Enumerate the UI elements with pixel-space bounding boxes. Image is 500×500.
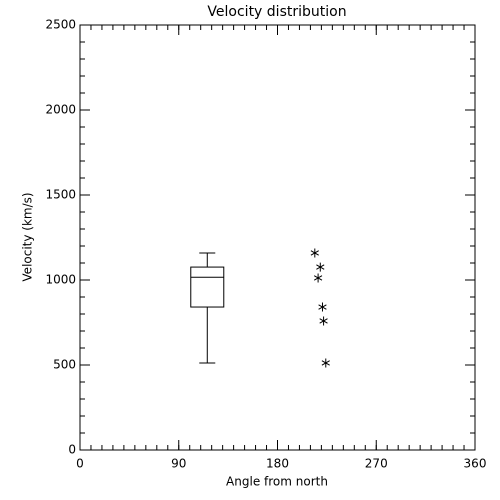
x-tick-label: 180 [266,457,289,471]
y-tick-label: 1000 [45,273,76,287]
y-tick-label: 500 [53,358,76,372]
y-tick-label: 0 [68,443,76,457]
box [190,266,225,308]
chart-title: Velocity distribution [207,4,346,20]
asterisk-point [313,273,323,283]
x-tick-label: 270 [365,457,388,471]
asterisk-point [319,316,328,326]
asterisk-point [316,262,325,272]
x-axis-label: Angle from north [226,475,328,489]
x-tick-label: 0 [76,457,84,471]
y-axis-label: Velocity (km/s) [21,192,35,281]
y-tick-label: 2000 [45,103,76,117]
asterisk-point [318,302,327,312]
y-tick-label: 1500 [45,188,76,202]
x-tick-label: 360 [464,457,487,471]
y-tick-label: 2500 [45,18,76,32]
x-tick-label: 90 [171,457,186,471]
asterisk-point [310,248,319,258]
asterisk-point [321,358,330,368]
plot-frame [79,24,476,451]
